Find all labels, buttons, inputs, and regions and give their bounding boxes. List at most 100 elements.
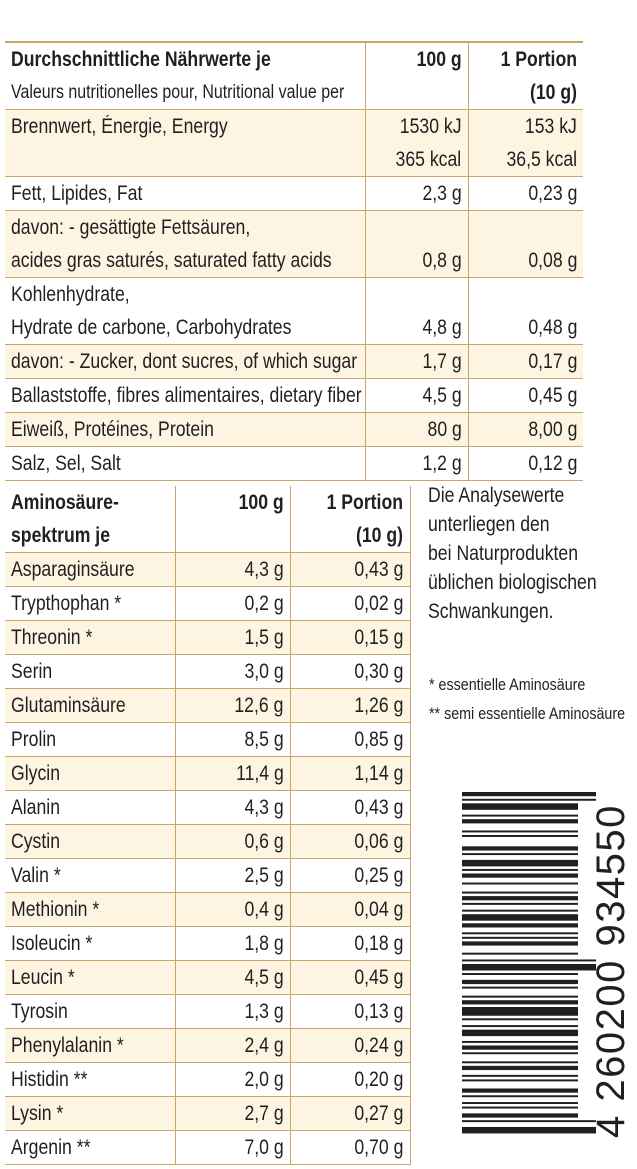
row-value-portion-text: 0,85 g — [354, 728, 404, 751]
row-value-portion-text: 0,70 g — [354, 1136, 404, 1159]
row-value-portion: 0,24 g — [289, 1028, 411, 1063]
barcode-bar — [462, 1061, 578, 1064]
barcode-bar — [462, 909, 578, 912]
barcode-bar — [462, 1007, 578, 1016]
barcode-digits: 4 260200 934550 — [589, 804, 633, 1138]
row-value-portion-text: 0,08 g — [527, 249, 577, 272]
nutrition-col-portion: 1 Portion — [467, 41, 583, 76]
footnote-semi-essential: ** semi essentielle Aminosäure — [429, 704, 626, 723]
row-value-100g-text: 4,5 g — [244, 966, 284, 989]
barcode-bar — [462, 1000, 578, 1005]
barcode-bar — [462, 1102, 578, 1105]
row-value-100g: 1,2 g — [364, 446, 468, 481]
row-value-portion: 0,30 g — [289, 654, 411, 689]
row-value-portion-text: 0,17 g — [527, 350, 577, 373]
barcode-bar — [462, 964, 596, 971]
row-label: davon: - gesättigte Fettsäuren, — [5, 210, 365, 244]
barcode-bar — [462, 973, 578, 976]
barcode-bar — [462, 914, 578, 921]
row-value-100g-text: 80 g — [427, 418, 462, 441]
row-label-text: Ballaststoffe, fibres alimentaires, diet… — [11, 384, 362, 407]
row-value-100g: 1,3 g — [174, 994, 291, 1029]
row-value-portion: 0,43 g — [289, 790, 411, 825]
amino-row: Tyrosin 1,3 g 0,13 g — [5, 994, 411, 1029]
row-label-text: Threonin * — [11, 626, 93, 649]
row-value-100g: 2,4 g — [174, 1028, 291, 1063]
row-value-portion: 8,00 g — [467, 412, 583, 447]
barcode-bar — [462, 1126, 596, 1134]
row-value-100g-text: 12,6 g — [234, 694, 284, 717]
row-value-100g: 0,4 g — [174, 892, 291, 927]
barcode-bar — [462, 873, 578, 878]
row-value-100g-text: 2,0 g — [244, 1068, 284, 1091]
row-value-100g: 0,8 g — [364, 244, 468, 278]
row-label-text: Histidin ** — [11, 1068, 88, 1091]
row-value-portion: 0,48 g — [467, 311, 583, 345]
row-value-portion: 0,06 g — [289, 824, 411, 859]
note-line: bei Naturprodukten — [428, 542, 579, 565]
row-value-portion-text: 0,27 g — [354, 1102, 404, 1125]
row-value-100g-text: 2,5 g — [244, 864, 284, 887]
barcode-bar — [462, 1029, 578, 1037]
row-value-portion-text: 0,02 g — [354, 592, 404, 615]
row-label-text: Brennwert, Énergie, Energy — [11, 115, 228, 138]
amino-row: Glutaminsäure 12,6 g 1,26 g — [5, 688, 411, 723]
barcode-bar — [462, 1079, 578, 1082]
nutrition-header-row: Durchschnittliche Nährwerte je 100 g 1 P… — [5, 41, 583, 76]
amino-col-100g: 100 g — [174, 486, 291, 519]
row-value-100g-text: 1530 kJ — [399, 115, 462, 138]
row-value-100g: 11,4 g — [174, 756, 291, 791]
barcode-bar — [462, 1052, 578, 1055]
row-value-portion-text: 0,30 g — [354, 660, 404, 683]
row-value-portion-text: 1,26 g — [354, 694, 404, 717]
row-label-text: Kohlenhydrate, — [11, 283, 130, 306]
row-value-100g: 0,2 g — [174, 586, 291, 621]
row-label-text: Serin — [11, 660, 53, 683]
row-value-portion: 0,13 g — [289, 994, 411, 1029]
row-value-portion: 0,45 g — [289, 960, 411, 995]
row-value-portion: 0,23 g — [467, 176, 583, 211]
amino-title-line2: spektrum je — [5, 519, 176, 553]
row-value-portion — [467, 277, 583, 311]
row-value-100g: 4,8 g — [364, 311, 468, 345]
row-value-100g-text: 3,0 g — [244, 660, 284, 683]
barcode-bar — [462, 792, 596, 797]
row-value-100g: 1530 kJ — [364, 109, 468, 143]
row-label: Isoleucin * — [5, 926, 176, 961]
row-value-100g: 365 kcal — [364, 143, 468, 177]
row-label: Glycin — [5, 756, 176, 791]
row-value-100g-text: 11,4 g — [235, 762, 284, 785]
row-label: Cystin — [5, 824, 176, 859]
row-value-100g: 4,5 g — [364, 378, 468, 413]
amino-row: Histidin ** 2,0 g 0,20 g — [5, 1062, 411, 1097]
row-label-text: Asparaginsäure — [11, 558, 135, 581]
row-value-100g-text: 4,3 g — [244, 796, 284, 819]
barcode-bar — [462, 835, 578, 837]
row-value-portion-text: 0,43 g — [354, 796, 404, 819]
note-line: Schwankungen. — [428, 600, 554, 623]
note-line: unterliegen den — [428, 513, 550, 536]
row-value-portion: 0,18 g — [289, 926, 411, 961]
row-value-portion-text: 0,48 g — [527, 316, 577, 339]
row-value-100g: 1,5 g — [174, 620, 291, 655]
amino-row: Isoleucin * 1,8 g 0,18 g — [5, 926, 411, 961]
row-label-text: acides gras saturés, saturated fatty aci… — [11, 249, 332, 272]
row-label-text: Prolin — [11, 728, 57, 751]
row-label-text: Argenin ** — [11, 1136, 91, 1159]
row-value-portion-text: 0,24 g — [354, 1034, 404, 1057]
row-label: Asparaginsäure — [5, 552, 176, 587]
row-value-portion: 0,27 g — [289, 1096, 411, 1131]
row-label-text: Eiweiß, Protéines, Protein — [11, 418, 214, 441]
row-value-portion-text: 0,20 g — [354, 1068, 404, 1091]
row-label-text: Hydrate de carbone, Carbohydrates — [11, 316, 292, 339]
row-label: Alanin — [5, 790, 176, 825]
barcode-bar — [462, 936, 578, 939]
row-value-portion-text: 0,45 g — [527, 384, 577, 407]
row-label-text: davon: - Zucker, dont sucres, of which s… — [11, 350, 358, 373]
row-label-text: davon: - gesättigte Fettsäuren, — [11, 216, 251, 239]
amino-header-empty — [174, 519, 291, 553]
barcode-bar — [462, 1045, 578, 1050]
amino-row: Glycin 11,4 g 1,14 g — [5, 756, 411, 791]
row-value-100g-text: 1,2 g — [422, 452, 462, 475]
row-value-100g: 12,6 g — [174, 688, 291, 723]
